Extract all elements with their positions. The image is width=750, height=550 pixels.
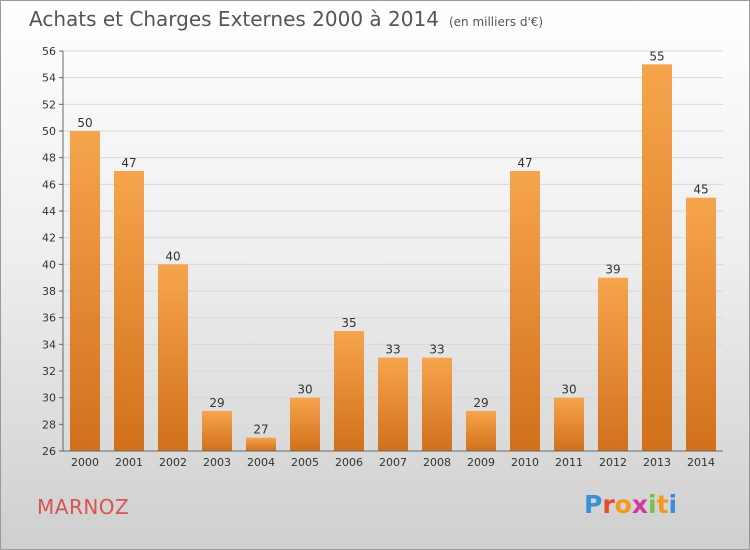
y-tick-label: 54: [42, 72, 56, 85]
data-label: 30: [297, 383, 312, 397]
bar: [466, 411, 496, 451]
logo-letter: o: [614, 490, 632, 519]
data-label: 40: [165, 249, 180, 263]
chart-title: Achats et Charges Externes 2000 à 2014 (e…: [29, 7, 543, 31]
y-tick-label: 26: [42, 445, 56, 458]
y-tick-label: 34: [42, 338, 56, 351]
logo-letter: i: [668, 490, 678, 519]
data-label: 29: [209, 396, 224, 410]
bar: [598, 277, 628, 451]
bar: [202, 411, 232, 451]
logo-letter: x: [631, 490, 648, 519]
x-tick-label: 2001: [115, 456, 143, 469]
data-label: 30: [561, 383, 576, 397]
y-tick-label: 30: [42, 392, 56, 405]
y-tick-label: 32: [42, 365, 56, 378]
bar: [70, 131, 100, 451]
x-tick-label: 2012: [599, 456, 627, 469]
y-tick-label: 28: [42, 418, 56, 431]
y-tick-label: 38: [42, 285, 56, 298]
bar: [510, 171, 540, 451]
y-tick-label: 42: [42, 232, 56, 245]
logo-letter: i: [648, 490, 657, 519]
bar: [334, 331, 364, 451]
x-tick-label: 2013: [643, 456, 671, 469]
y-tick-label: 44: [42, 205, 56, 218]
y-tick-label: 36: [42, 312, 56, 325]
title-text: Achats et Charges Externes 2000 à 2014: [29, 7, 439, 31]
y-tick-label: 56: [42, 45, 56, 58]
data-label: 29: [473, 396, 488, 410]
proxiti-logo: Proxiti: [584, 490, 677, 519]
title-unit: (en milliers d'€): [448, 15, 544, 29]
bar: [246, 437, 276, 451]
commune-name: MARNOZ: [37, 495, 130, 519]
x-tick-label: 2005: [291, 456, 319, 469]
bar: [378, 357, 408, 451]
bar: [114, 171, 144, 451]
x-tick-label: 2006: [335, 456, 363, 469]
data-label: 35: [341, 316, 356, 330]
bar: [554, 397, 584, 451]
x-tick-label: 2010: [511, 456, 539, 469]
logo-letter: t: [656, 490, 669, 519]
x-tick-label: 2000: [71, 456, 99, 469]
bar: [422, 357, 452, 451]
x-tick-label: 2008: [423, 456, 451, 469]
bar: [158, 264, 188, 451]
bar: [290, 397, 320, 451]
data-label: 33: [385, 343, 400, 357]
x-tick-label: 2014: [687, 456, 715, 469]
data-label: 50: [77, 116, 92, 130]
data-label: 47: [121, 156, 136, 170]
data-label: 33: [429, 343, 444, 357]
y-tick-label: 52: [42, 98, 56, 111]
x-tick-label: 2002: [159, 456, 187, 469]
data-label: 45: [693, 183, 708, 197]
x-tick-label: 2004: [247, 456, 275, 469]
x-tick-label: 2011: [555, 456, 583, 469]
x-tick-label: 2003: [203, 456, 231, 469]
logo-letter: r: [602, 490, 615, 519]
y-tick-label: 46: [42, 178, 56, 191]
data-label: 39: [605, 263, 620, 277]
data-label: 27: [253, 423, 268, 437]
data-label: 55: [649, 49, 664, 63]
logo-letter: P: [584, 490, 603, 519]
x-tick-label: 2007: [379, 456, 407, 469]
data-label: 47: [517, 156, 532, 170]
bar: [686, 197, 716, 451]
y-tick-label: 50: [42, 125, 56, 138]
y-tick-label: 40: [42, 258, 56, 271]
bar: [642, 64, 672, 452]
y-tick-label: 48: [42, 152, 56, 165]
x-tick-label: 2009: [467, 456, 495, 469]
